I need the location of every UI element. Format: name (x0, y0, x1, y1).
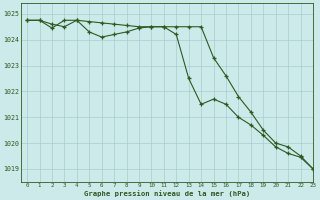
X-axis label: Graphe pression niveau de la mer (hPa): Graphe pression niveau de la mer (hPa) (84, 190, 250, 197)
